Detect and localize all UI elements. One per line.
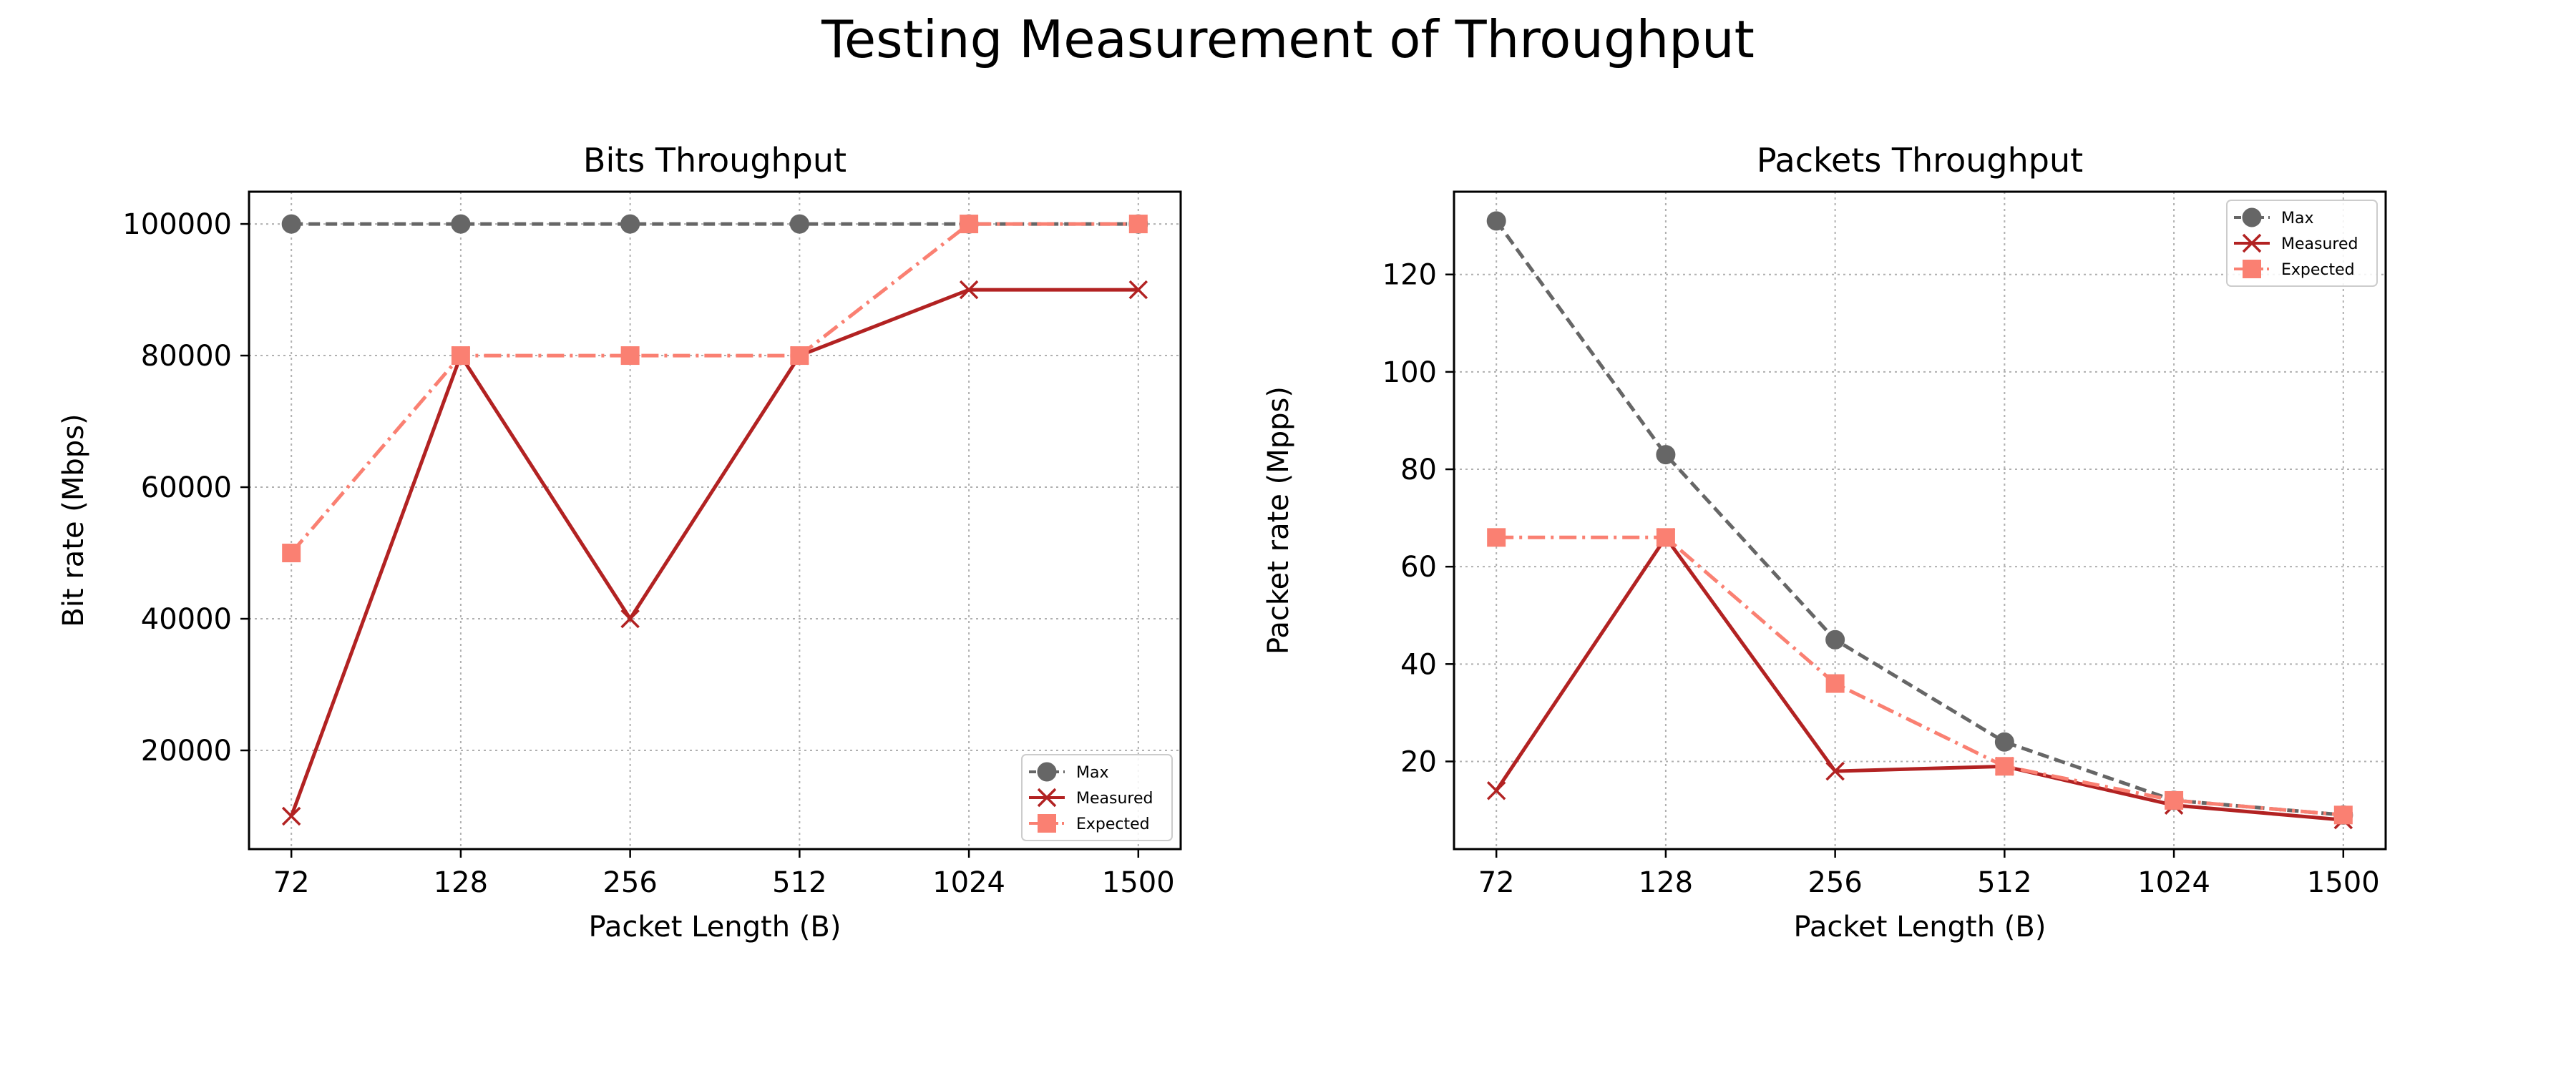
packets-expected-point [1656, 528, 1675, 547]
packets-throughput-chart: Packets Throughput Packet Length (B) Pac… [1262, 141, 2387, 944]
bits-legend-label: Expected [1076, 815, 1150, 833]
bits-x-axis-label: Packet Length (B) [589, 911, 841, 944]
bits-expected-point [282, 544, 301, 563]
packets-expected-point [2333, 805, 2353, 825]
bits-max-point [789, 214, 809, 234]
packets-y-tick-label: 80 [1400, 454, 1437, 486]
bits-expected-point [960, 215, 979, 234]
packets-expected-point [2165, 790, 2184, 810]
packets-y-tick-label: 100 [1382, 356, 1437, 389]
bits-legend-box [1021, 754, 1173, 841]
bits-measured-point [620, 609, 640, 629]
packets-x-tick-label: 72 [1478, 866, 1515, 899]
bits-y-tick-label: 80000 [141, 340, 232, 373]
bits-expected-point [790, 346, 809, 366]
packets-expected-point [1487, 528, 1506, 547]
bits-x-tick-label: 256 [602, 866, 657, 899]
packets-legend-marker [2242, 233, 2262, 253]
packets-legend-label: Expected [2281, 261, 2355, 279]
packets-legend: Max Measured Expected [2226, 200, 2378, 287]
bits-plot-frame [248, 190, 1182, 851]
packets-measured-point [1825, 761, 1845, 781]
bits-x-tick-label: 128 [434, 866, 488, 899]
packets-x-tick-label: 1024 [2137, 866, 2210, 899]
bits-y-tick-label: 20000 [141, 735, 232, 768]
bits-measured-point [1128, 280, 1148, 300]
bits-max-point [620, 214, 640, 234]
packets-y-tick-label: 40 [1400, 648, 1437, 681]
packets-legend-marker [2242, 207, 2262, 227]
packets-y-tick-label: 20 [1400, 745, 1437, 778]
packets-y-axis-label: Packet rate (Mpps) [1262, 386, 1295, 655]
bits-throughput-chart: Bits Throughput Packet Length (B) Bit ra… [57, 141, 1182, 944]
bits-measured-point [959, 280, 979, 300]
packets-max-point [1994, 732, 2014, 752]
bits-expected-point [451, 346, 470, 366]
packets-x-tick-label: 256 [1807, 866, 1862, 899]
packets-expected-series-line [1496, 535, 2344, 817]
bits-x-tick-label: 72 [273, 866, 310, 899]
packets-measured-series-line [1495, 534, 2344, 822]
packets-max-point [1656, 445, 1676, 465]
bits-x-tick-label: 512 [772, 866, 826, 899]
packets-plot-frame [1453, 190, 2387, 851]
bits-expected-point [620, 346, 640, 366]
packets-legend-box [2226, 200, 2378, 287]
bits-measured-point [281, 806, 301, 826]
packets-y-tick-label: 60 [1400, 551, 1437, 584]
packets-legend-label: Max [2281, 210, 2313, 227]
packets-expected-point [1825, 674, 1845, 693]
packets-legend-marker [2243, 260, 2261, 278]
packets-legend-label: Measured [2281, 235, 2358, 253]
bits-y-tick-label: 60000 [141, 471, 232, 504]
bits-legend-marker [1037, 788, 1057, 808]
bits-expected-series-line [290, 222, 1138, 554]
bits-legend-label: Max [1076, 764, 1108, 782]
packets-max-series-line [1495, 220, 2344, 817]
bits-legend-marker [1037, 762, 1057, 782]
packets-expected-point [1995, 757, 2014, 776]
packets-measured-point [1486, 781, 1506, 800]
packets-max-point [1825, 629, 1845, 650]
bits-legend: Max Measured Expected [1021, 754, 1173, 841]
bits-x-tick-label: 1500 [1102, 866, 1175, 899]
figure-title: Testing Measurement of Throughput [821, 9, 1755, 69]
bits-legend-label: Measured [1076, 790, 1153, 808]
packets-chart-title: Packets Throughput [1757, 141, 2083, 180]
bits-y-axis-label: Bit rate (Mbps) [57, 413, 90, 627]
bits-max-point [451, 214, 471, 234]
packets-x-tick-label: 1500 [2307, 866, 2380, 899]
bits-expected-point [1128, 215, 1148, 234]
bits-max-point [281, 214, 301, 234]
packets-x-tick-label: 512 [1977, 866, 2031, 899]
packets-max-point [1486, 211, 1506, 231]
packets-x-axis-label: Packet Length (B) [1794, 911, 2046, 944]
bits-x-tick-label: 1024 [932, 866, 1005, 899]
bits-legend-marker [1038, 814, 1056, 833]
packets-y-tick-label: 120 [1382, 259, 1437, 292]
bits-chart-title: Bits Throughput [583, 141, 847, 180]
bits-y-tick-label: 100000 [122, 208, 232, 241]
bits-y-tick-label: 40000 [141, 603, 232, 636]
bits-measured-series-line [289, 288, 1138, 817]
packets-x-tick-label: 128 [1639, 866, 1693, 899]
